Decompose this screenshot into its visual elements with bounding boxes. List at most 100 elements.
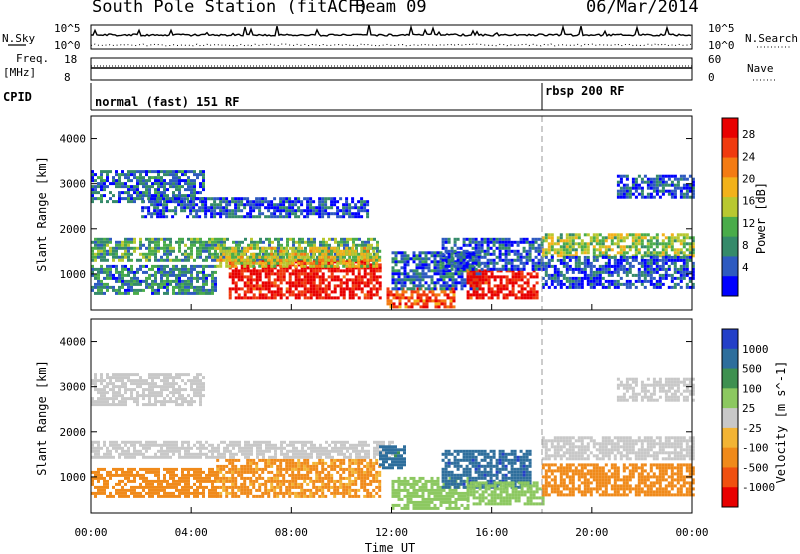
heatmap-cell bbox=[427, 263, 431, 267]
heatmap-cell bbox=[181, 479, 184, 483]
heatmap-cell bbox=[472, 287, 476, 291]
heatmap-cell bbox=[625, 255, 629, 259]
heatmap-cell bbox=[345, 203, 349, 207]
heatmap-cell bbox=[279, 278, 283, 282]
heatmap-cell bbox=[148, 446, 151, 450]
heatmap-cell bbox=[372, 264, 376, 268]
heatmap-cell bbox=[106, 170, 109, 174]
heatmap-cell bbox=[448, 272, 452, 276]
heatmap-cell bbox=[637, 276, 641, 280]
nave-tick-top: 60 bbox=[708, 53, 721, 66]
heatmap-cell bbox=[175, 179, 178, 183]
heatmap-cell bbox=[261, 281, 265, 285]
heatmap-cell bbox=[691, 242, 695, 246]
heatmap-cell bbox=[282, 275, 286, 279]
heatmap-cell bbox=[294, 249, 298, 253]
heatmap-cell bbox=[486, 267, 490, 271]
heatmap-cell bbox=[357, 200, 361, 204]
heatmap-cell bbox=[466, 296, 470, 300]
heatmap-cell bbox=[589, 273, 593, 277]
heatmap-cell bbox=[112, 485, 115, 489]
heatmap-cell bbox=[175, 391, 178, 395]
heatmap-cell bbox=[100, 291, 103, 295]
heatmap-cell bbox=[436, 278, 440, 282]
heatmap-cell bbox=[418, 251, 422, 255]
heatmap-cell bbox=[243, 264, 247, 268]
heatmap-cell bbox=[157, 258, 160, 262]
heatmap-cell bbox=[450, 255, 454, 259]
heatmap-cell bbox=[169, 246, 172, 250]
heatmap-cell bbox=[631, 245, 635, 249]
heatmap-cell bbox=[529, 293, 533, 297]
heatmap-cell bbox=[361, 443, 364, 447]
heatmap-cell bbox=[124, 252, 127, 256]
heatmap-cell bbox=[673, 195, 677, 199]
heatmap-cell bbox=[154, 258, 157, 262]
heatmap-cell bbox=[367, 449, 370, 453]
heatmap-cell bbox=[577, 276, 581, 280]
heatmap-cell bbox=[324, 290, 328, 294]
heatmap-cell bbox=[172, 485, 175, 489]
heatmap-cell bbox=[166, 485, 169, 489]
heatmap-cell bbox=[142, 455, 145, 459]
heatmap-cell bbox=[157, 185, 160, 189]
heatmap-cell bbox=[454, 278, 458, 282]
heatmap-cell bbox=[151, 388, 154, 392]
heatmap-cell bbox=[97, 403, 100, 407]
heatmap-cell bbox=[310, 449, 313, 453]
heatmap-cell bbox=[153, 206, 157, 210]
heatmap-cell bbox=[664, 270, 668, 274]
heatmap-cell bbox=[97, 491, 100, 495]
heatmap-cell bbox=[264, 275, 268, 279]
heatmap-cell bbox=[676, 233, 680, 237]
heatmap-cell bbox=[646, 186, 650, 190]
heatmap-cell bbox=[231, 281, 235, 285]
heatmap-cell bbox=[425, 299, 429, 303]
heatmap-cell bbox=[450, 264, 454, 268]
heatmap-cell bbox=[169, 185, 172, 189]
heatmap-cell bbox=[604, 279, 608, 283]
heatmap-cell bbox=[193, 191, 196, 195]
heatmap-cell bbox=[145, 379, 148, 383]
heatmap-cell bbox=[267, 203, 271, 207]
heatmap-cell bbox=[145, 252, 148, 256]
heatmap-cell bbox=[261, 293, 265, 297]
heatmap-cell bbox=[291, 293, 295, 297]
heatmap-cell bbox=[309, 284, 313, 288]
heatmap-cell bbox=[634, 236, 638, 240]
heatmap-cell bbox=[97, 185, 100, 189]
heatmap-cell bbox=[589, 261, 593, 265]
heatmap-cell bbox=[231, 209, 235, 213]
heatmap-cell bbox=[300, 203, 304, 207]
heatmap-cell bbox=[664, 245, 668, 249]
heatmap-cell bbox=[139, 382, 142, 386]
heatmap-cell bbox=[118, 376, 121, 380]
heatmap-cell bbox=[163, 373, 166, 377]
heatmap-cell bbox=[106, 473, 109, 477]
heatmap-cell bbox=[196, 470, 199, 474]
heatmap-cell bbox=[178, 397, 181, 401]
heatmap-cell bbox=[261, 284, 265, 288]
heatmap-cell bbox=[190, 446, 193, 450]
heatmap-cell bbox=[583, 258, 587, 262]
heatmap-cell bbox=[121, 258, 124, 262]
heatmap-cell bbox=[328, 455, 331, 459]
heatmap-cell bbox=[237, 258, 241, 262]
heatmap-cell bbox=[456, 264, 460, 268]
heatmap-cell bbox=[258, 200, 262, 204]
heatmap-cell bbox=[91, 285, 94, 289]
heatmap-cell bbox=[240, 200, 244, 204]
heatmap-cell bbox=[622, 183, 626, 187]
heatmap-cell bbox=[312, 246, 316, 250]
heatmap-cell bbox=[199, 388, 202, 392]
heatmap-cell bbox=[172, 258, 175, 262]
heatmap-cell bbox=[166, 170, 169, 174]
heatmap-cell bbox=[169, 449, 172, 453]
heatmap-cell bbox=[103, 491, 106, 495]
heatmap-cell bbox=[321, 258, 325, 262]
heatmap-cell bbox=[121, 400, 124, 404]
heatmap-cell bbox=[519, 267, 523, 271]
cpid-segment-1: normal (fast) 151 RF bbox=[95, 95, 240, 109]
heatmap-cell bbox=[688, 258, 692, 262]
heatmap-cell bbox=[175, 264, 178, 268]
